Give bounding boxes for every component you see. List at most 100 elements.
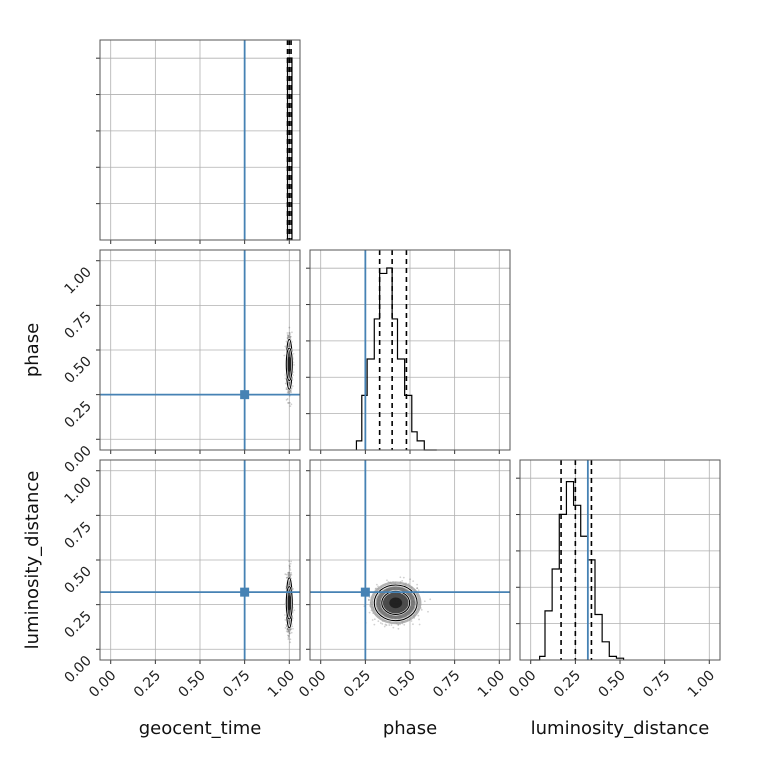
scatter-point xyxy=(418,618,420,621)
scatter-point xyxy=(409,578,412,581)
scatter-point xyxy=(286,332,289,334)
scatter-point xyxy=(288,635,290,637)
scatter-point xyxy=(285,573,288,576)
scatter-point xyxy=(288,632,291,635)
scatter-point xyxy=(379,622,382,624)
axis-labels: geocent_time phase luminosity_distance p… xyxy=(22,323,709,739)
panel-frame xyxy=(309,249,511,451)
truth-marker xyxy=(240,390,250,400)
y-axis-label-phase: phase xyxy=(22,323,43,377)
scatter-point xyxy=(289,632,292,635)
scatter-point xyxy=(373,618,376,621)
scatter-point xyxy=(289,569,292,571)
x-axis-label-geocent-time: geocent_time xyxy=(139,718,262,739)
scatter-point xyxy=(373,623,376,626)
scatter-point xyxy=(420,608,423,611)
joint-panel-luminosity-distance-vs-geocent-time: 0.00 0.25 0.50 0.75 1.000.000.250.500.751.00 xyxy=(61,459,301,701)
scatter-point xyxy=(368,596,371,599)
scatter-point xyxy=(292,364,295,366)
scatter-point xyxy=(401,579,404,582)
scatter-point xyxy=(290,573,293,576)
scatter-point xyxy=(403,623,406,626)
contour-line xyxy=(373,584,418,622)
panel-frame xyxy=(99,459,301,661)
scatter-point xyxy=(290,572,293,574)
scatter-point xyxy=(390,624,393,626)
scatter-point xyxy=(397,623,400,626)
scatter-point xyxy=(412,623,414,626)
scatter-point xyxy=(287,402,290,404)
x-axis-label-phase: phase xyxy=(383,718,437,739)
scatter-point xyxy=(418,623,421,626)
scatter-point xyxy=(290,560,293,563)
histogram-step xyxy=(355,267,437,451)
scatter-point xyxy=(367,598,370,601)
scatter-point xyxy=(377,620,380,623)
scatter-point xyxy=(288,567,291,570)
scatter-point xyxy=(285,576,288,579)
scatter-point xyxy=(285,399,288,401)
truth-marker xyxy=(240,587,250,597)
scatter-point xyxy=(386,579,388,582)
scatter-point xyxy=(289,562,292,565)
scatter-point xyxy=(285,386,288,389)
scatter-point xyxy=(287,638,290,640)
x-axis-label-luminosity-distance: luminosity_distance xyxy=(531,718,710,739)
scatter-point xyxy=(423,600,426,603)
density-shade xyxy=(389,597,403,609)
scatter-point xyxy=(288,326,291,329)
scatter-point xyxy=(397,627,400,630)
panel-frame xyxy=(309,459,511,661)
scatter-point xyxy=(402,576,405,579)
scatter-point xyxy=(416,587,419,589)
scatter-point xyxy=(290,631,293,634)
scatter-point xyxy=(289,405,292,408)
scatter-point xyxy=(291,331,293,334)
contour-line xyxy=(285,586,293,620)
scatter-point xyxy=(289,565,291,568)
scatter-point xyxy=(288,560,290,563)
scatter-point xyxy=(285,388,288,391)
scatter-point xyxy=(286,631,289,633)
scatter-point xyxy=(385,624,388,627)
scatter-point xyxy=(292,627,294,630)
scatter-point xyxy=(288,564,291,567)
scatter-point xyxy=(284,345,287,348)
scatter-point xyxy=(368,611,371,614)
scatter-point xyxy=(397,623,400,626)
scatter-point xyxy=(383,625,386,628)
scatter-point xyxy=(289,638,292,641)
scatter-point xyxy=(417,589,420,592)
scatter-point xyxy=(287,402,289,404)
scatter-point xyxy=(412,580,415,582)
scatter-point xyxy=(287,635,290,637)
scatter-point xyxy=(368,599,370,602)
scatter-point xyxy=(291,385,294,387)
scatter-point xyxy=(284,627,287,629)
scatter-point xyxy=(410,620,413,622)
scatter-point xyxy=(290,391,293,394)
truth-marker xyxy=(360,587,370,597)
scatter-point xyxy=(287,636,290,639)
scatter-point xyxy=(388,624,391,626)
panel-frame xyxy=(99,249,301,451)
scatter-point xyxy=(286,334,289,336)
scatter-point xyxy=(375,583,378,586)
scatter-point xyxy=(399,576,402,579)
scatter-point xyxy=(284,619,287,621)
scatter-point xyxy=(288,332,291,334)
scatter-point xyxy=(287,572,289,574)
scatter-point xyxy=(377,585,379,588)
scatter-point xyxy=(289,401,291,404)
y-axis-label-luminosity-distance: luminosity_distance xyxy=(22,471,43,650)
density-shade xyxy=(286,356,292,372)
scatter-point xyxy=(290,403,293,406)
scatter-point xyxy=(417,614,420,617)
hist-panel-geocent-time xyxy=(96,39,301,244)
scatter-point xyxy=(287,571,290,574)
scatter-point xyxy=(285,630,288,633)
scatter-point xyxy=(288,566,291,568)
scatter-point xyxy=(392,626,395,629)
scatter-point xyxy=(427,610,429,613)
